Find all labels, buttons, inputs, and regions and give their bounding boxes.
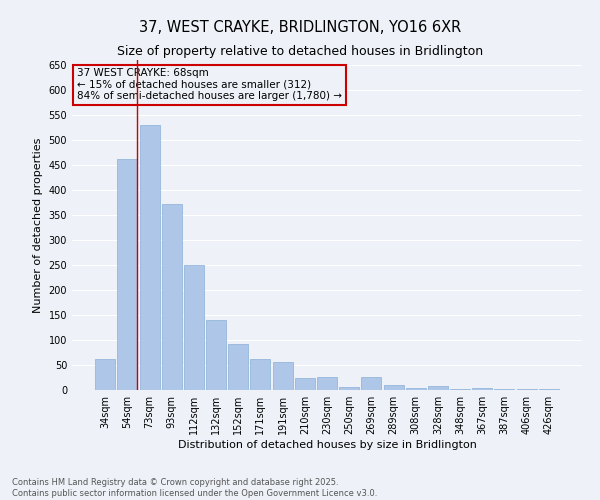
- Bar: [95, 359, 115, 390]
- Bar: [383, 385, 404, 390]
- Y-axis label: Number of detached properties: Number of detached properties: [33, 138, 43, 312]
- X-axis label: Distribution of detached houses by size in Bridlington: Distribution of detached houses by size …: [178, 440, 476, 450]
- Bar: [118, 159, 137, 390]
- Bar: [206, 320, 226, 390]
- Bar: [539, 389, 559, 390]
- Bar: [140, 125, 160, 390]
- Bar: [428, 386, 448, 390]
- Bar: [361, 376, 382, 390]
- Text: 37 WEST CRAYKE: 68sqm
← 15% of detached houses are smaller (312)
84% of semi-det: 37 WEST CRAYKE: 68sqm ← 15% of detached …: [77, 68, 342, 102]
- Bar: [250, 358, 271, 390]
- Text: Size of property relative to detached houses in Bridlington: Size of property relative to detached ho…: [117, 45, 483, 58]
- Bar: [517, 388, 536, 390]
- Text: 37, WEST CRAYKE, BRIDLINGTON, YO16 6XR: 37, WEST CRAYKE, BRIDLINGTON, YO16 6XR: [139, 20, 461, 35]
- Bar: [406, 388, 426, 390]
- Text: Contains HM Land Registry data © Crown copyright and database right 2025.
Contai: Contains HM Land Registry data © Crown c…: [12, 478, 377, 498]
- Bar: [494, 389, 514, 390]
- Bar: [272, 362, 293, 390]
- Bar: [162, 204, 182, 390]
- Bar: [317, 376, 337, 390]
- Bar: [184, 265, 204, 390]
- Bar: [339, 386, 359, 390]
- Bar: [295, 378, 315, 390]
- Bar: [228, 344, 248, 390]
- Bar: [472, 388, 492, 390]
- Bar: [450, 389, 470, 390]
